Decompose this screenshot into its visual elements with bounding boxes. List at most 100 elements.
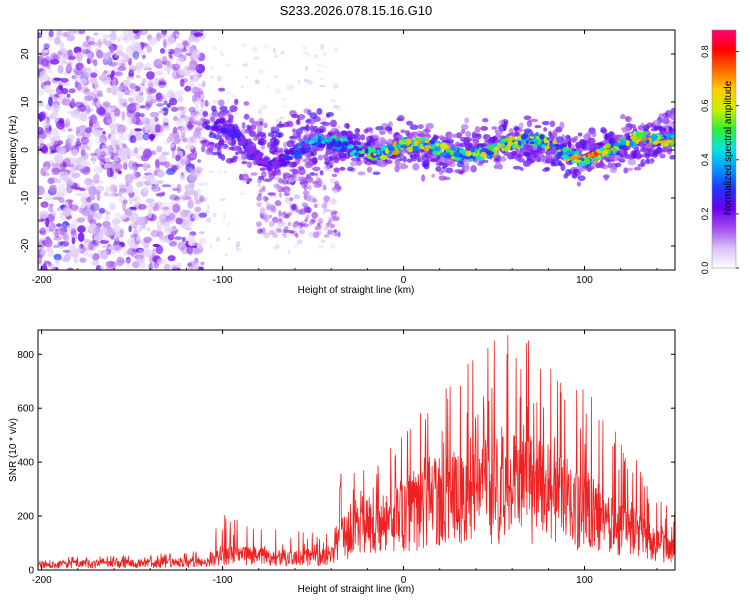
spectrogram-cell bbox=[127, 237, 136, 246]
spectrogram-cell bbox=[523, 115, 532, 121]
spectrogram-cell bbox=[543, 137, 548, 144]
spectrogram-cell bbox=[245, 62, 248, 65]
spectrogram-cell bbox=[103, 162, 112, 169]
spectrogram-cell bbox=[168, 241, 178, 247]
spectrogram-cell bbox=[181, 48, 189, 53]
spectrogram-cell bbox=[70, 229, 78, 240]
spectrogram-cell bbox=[251, 120, 260, 127]
spectrogram-cell bbox=[136, 182, 143, 188]
spectrogram-cell bbox=[391, 150, 399, 156]
spectrogram-cell bbox=[454, 141, 461, 147]
spectrogram-cell bbox=[49, 184, 57, 192]
spectrogram-cell bbox=[41, 145, 49, 154]
spectrogram-cell bbox=[429, 139, 436, 145]
figure-title: S233.2026.078.15.16.G10 bbox=[280, 3, 433, 18]
spectrogram-cell bbox=[117, 151, 127, 156]
spectrogram-cell bbox=[60, 54, 66, 64]
spectrogram-cell bbox=[131, 223, 137, 230]
spectrogram-cell bbox=[114, 51, 119, 59]
spectrogram-y-ticks: 20 10 0 -10 -20 bbox=[20, 48, 675, 253]
spectrogram-cell bbox=[112, 149, 118, 154]
spectrogram-cell bbox=[226, 126, 234, 130]
spectrogram-cell bbox=[257, 108, 263, 115]
spectrogram-cell bbox=[180, 125, 189, 133]
spectrogram-cell bbox=[89, 114, 98, 125]
spectrogram-cell bbox=[154, 201, 164, 209]
spectrogram-cell bbox=[99, 134, 107, 145]
spectrogram-cell bbox=[209, 244, 213, 250]
spectrogram-cell bbox=[254, 56, 260, 61]
spectrogram-cell bbox=[669, 154, 675, 160]
spectrogram-cell bbox=[317, 143, 326, 149]
spectrogram-cell bbox=[85, 197, 92, 203]
spectrogram-cell bbox=[70, 149, 79, 157]
spectrogram-cell bbox=[261, 227, 266, 235]
spectrogram-cell bbox=[556, 153, 562, 157]
spectrogram-cell bbox=[507, 141, 512, 147]
spectrogram-cell bbox=[177, 127, 182, 132]
spectrogram-cell bbox=[314, 226, 320, 231]
spectrogram-cell bbox=[188, 34, 196, 43]
spectrogram-cell bbox=[235, 177, 241, 181]
spectrogram-cell bbox=[216, 118, 220, 124]
spectrogram-cell bbox=[597, 161, 605, 168]
spectrogram-cell bbox=[244, 128, 253, 134]
spectrogram-cell bbox=[80, 136, 89, 145]
spectrogram-cell bbox=[445, 167, 454, 174]
spectrogram-cell bbox=[336, 131, 341, 137]
spectrogram-cell bbox=[520, 167, 524, 172]
spectrogram-cell bbox=[204, 100, 209, 107]
spectrogram-cell bbox=[265, 197, 269, 201]
spectrogram-cell bbox=[429, 149, 434, 153]
spectrogram-cell bbox=[38, 185, 41, 192]
spectrogram-cell bbox=[157, 110, 166, 114]
spectrogram-cell bbox=[305, 123, 310, 132]
spectrogram-cell bbox=[80, 147, 86, 157]
spectrogram-cell bbox=[406, 120, 414, 126]
spectrogram-cell bbox=[571, 171, 578, 179]
spectrogram-cell bbox=[106, 148, 114, 153]
spectrogram-cell bbox=[62, 168, 67, 172]
spectrogram-cell bbox=[259, 206, 267, 214]
spectrogram-cell bbox=[82, 161, 91, 167]
spectrogram-cell bbox=[89, 207, 96, 217]
spectrogram-cell bbox=[190, 110, 197, 117]
spectrogram-cell bbox=[86, 57, 91, 65]
spectrogram-cell bbox=[54, 139, 64, 146]
spectrogram-cell bbox=[151, 248, 156, 258]
spectrogram-cell bbox=[309, 172, 316, 176]
spectrogram-cell bbox=[54, 257, 60, 266]
spectrogram-cell bbox=[165, 36, 170, 45]
spectrogram-cell bbox=[464, 117, 470, 124]
spectrogram-cell bbox=[635, 153, 642, 160]
spectrogram-cell bbox=[134, 128, 143, 132]
spectrogram-cell bbox=[142, 54, 146, 59]
snr-panel: -200 -100 0 100 0 200 400 600 800 Height of str… bbox=[8, 329, 676, 595]
spectrogram-cell bbox=[359, 134, 366, 141]
spectrogram-cell bbox=[106, 119, 117, 125]
spectrogram-cell bbox=[147, 168, 153, 174]
spectrogram-cell bbox=[342, 146, 348, 150]
spectrogram-cell bbox=[257, 178, 262, 184]
spectrogram-cell bbox=[454, 169, 462, 174]
spectrogram-cell bbox=[50, 73, 55, 78]
spectrogram-cell bbox=[133, 146, 139, 154]
spectrogram-cell bbox=[320, 76, 324, 81]
spectrogram-cell bbox=[280, 116, 285, 120]
spectrogram-cell bbox=[275, 131, 284, 138]
spectrogram-cell bbox=[154, 117, 159, 122]
spectrogram-cell bbox=[331, 127, 338, 132]
spectrogram-cell bbox=[240, 85, 244, 89]
spectrogram-cell bbox=[70, 110, 80, 118]
spectrogram-cell bbox=[257, 124, 263, 133]
spectrogram-cell bbox=[628, 154, 634, 160]
spectrogram-cell bbox=[435, 142, 440, 147]
spectrogram-cell bbox=[135, 216, 146, 226]
spectrogram-cell bbox=[78, 207, 85, 214]
spectrogram-cell bbox=[38, 185, 45, 196]
spectrogram-cell bbox=[195, 63, 206, 74]
spectrogram-cell bbox=[494, 128, 499, 134]
spectrogram-cell bbox=[235, 248, 242, 252]
spectrogram-cell bbox=[102, 236, 112, 241]
